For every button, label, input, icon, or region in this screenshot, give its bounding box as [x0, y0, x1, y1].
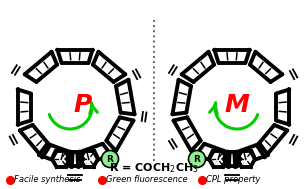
Polygon shape	[250, 52, 282, 82]
Polygon shape	[237, 151, 246, 159]
Polygon shape	[196, 144, 229, 167]
Polygon shape	[106, 117, 133, 151]
Circle shape	[188, 150, 205, 167]
Polygon shape	[52, 159, 61, 167]
Polygon shape	[61, 159, 70, 167]
Polygon shape	[58, 50, 92, 63]
Polygon shape	[77, 144, 111, 167]
Polygon shape	[52, 151, 61, 159]
Text: R = COCH$_2$CH$_3$: R = COCH$_2$CH$_3$	[109, 161, 199, 175]
Polygon shape	[20, 125, 50, 157]
Polygon shape	[241, 151, 250, 159]
Polygon shape	[89, 159, 98, 167]
Polygon shape	[80, 151, 89, 159]
Polygon shape	[18, 89, 31, 125]
Polygon shape	[173, 117, 201, 151]
Text: M: M	[225, 93, 249, 117]
Polygon shape	[237, 159, 246, 167]
Polygon shape	[209, 151, 218, 159]
Text: R: R	[193, 154, 201, 163]
Polygon shape	[214, 50, 249, 63]
Polygon shape	[116, 80, 135, 114]
Circle shape	[102, 150, 119, 167]
Polygon shape	[182, 52, 214, 82]
Polygon shape	[93, 52, 125, 82]
Polygon shape	[246, 151, 255, 159]
Polygon shape	[257, 125, 287, 157]
Polygon shape	[218, 151, 227, 159]
Polygon shape	[61, 151, 70, 159]
Text: R: R	[107, 154, 113, 163]
Polygon shape	[84, 159, 94, 167]
Polygon shape	[246, 159, 255, 167]
Polygon shape	[209, 159, 218, 167]
Polygon shape	[25, 52, 57, 82]
Polygon shape	[276, 89, 290, 125]
Polygon shape	[172, 80, 191, 114]
Text: Facile synthesis: Facile synthesis	[14, 176, 80, 184]
Polygon shape	[218, 159, 227, 167]
Text: P: P	[74, 93, 92, 117]
Polygon shape	[234, 144, 268, 167]
Polygon shape	[89, 151, 98, 159]
Text: CPL property: CPL property	[206, 176, 260, 184]
Polygon shape	[213, 151, 222, 159]
Polygon shape	[80, 159, 89, 167]
Polygon shape	[241, 159, 250, 167]
Polygon shape	[39, 144, 73, 167]
Polygon shape	[56, 151, 66, 159]
Text: Green fluorescence: Green fluorescence	[106, 176, 188, 184]
Polygon shape	[213, 159, 222, 167]
Polygon shape	[84, 151, 94, 159]
Polygon shape	[56, 159, 66, 167]
